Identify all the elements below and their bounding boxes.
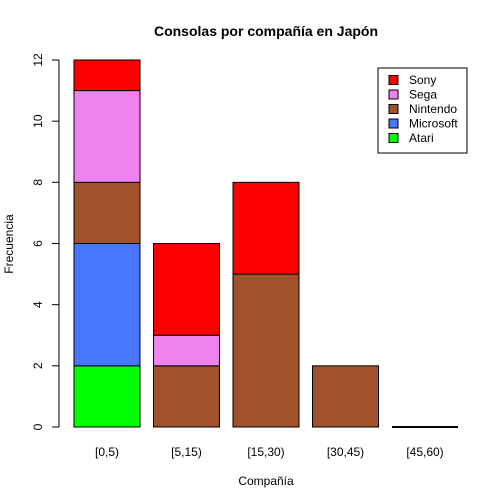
bars bbox=[73, 59, 458, 428]
y-tick-label: 10 bbox=[31, 114, 45, 128]
legend-label: Microsoft bbox=[409, 117, 458, 131]
y-axis-label: Frecuencia bbox=[2, 214, 16, 274]
bar-segment-sony bbox=[73, 59, 141, 92]
y-tick-label: 6 bbox=[31, 240, 45, 247]
bar-segment-sega bbox=[73, 90, 141, 183]
y-tick-label: 4 bbox=[31, 301, 45, 308]
x-axis-label: Compañía bbox=[238, 474, 294, 488]
x-tick-label: [0,5) bbox=[95, 445, 119, 459]
y-tick-label: 0 bbox=[31, 423, 45, 430]
bar-segment-sony bbox=[232, 181, 300, 275]
x-tick-label: [15,30) bbox=[247, 445, 284, 459]
legend-label: Nintendo bbox=[409, 102, 457, 116]
legend-label: Sega bbox=[409, 88, 437, 102]
bar-segment-nintendo bbox=[312, 365, 379, 428]
bar-segment-nintendo bbox=[73, 181, 141, 244]
bar-segment-nintendo bbox=[232, 273, 300, 428]
y-tick-label: 2 bbox=[31, 362, 45, 369]
legend-swatch bbox=[388, 104, 399, 114]
bar-segment-sega bbox=[153, 334, 220, 367]
bar-segment-microsoft bbox=[73, 243, 141, 367]
y-tick-label: 8 bbox=[31, 179, 45, 186]
legend-label: Sony bbox=[409, 73, 436, 87]
x-tick-label: [5,15) bbox=[171, 445, 202, 459]
chart-title: Consolas por compañía en Japón bbox=[154, 23, 378, 39]
bar-segment-sony bbox=[153, 243, 220, 336]
x-tick-labels: [0,5) [5,15) [15,30) [30,45) [45,60) bbox=[95, 445, 444, 459]
x-tick-label: [30,45) bbox=[327, 445, 364, 459]
x-tick-label: [45,60) bbox=[406, 445, 443, 459]
bar-segment-atari bbox=[73, 365, 141, 428]
y-axis: 0 2 4 6 8 10 12 bbox=[31, 53, 60, 430]
legend-swatch bbox=[388, 89, 399, 100]
legend-swatch bbox=[388, 75, 399, 85]
legend-swatch bbox=[388, 133, 399, 143]
bar-segment-nintendo bbox=[153, 365, 220, 428]
legend-label: Atari bbox=[409, 131, 434, 145]
legend-swatch bbox=[388, 118, 399, 129]
y-tick-label: 12 bbox=[31, 53, 45, 67]
